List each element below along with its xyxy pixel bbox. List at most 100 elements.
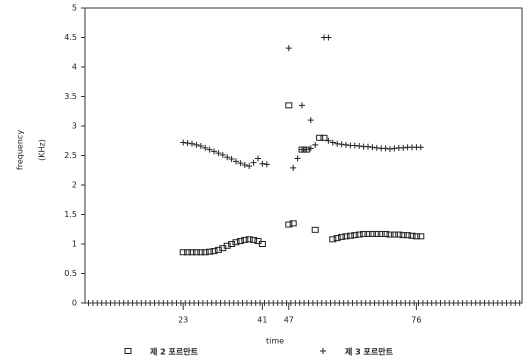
point — [294, 155, 301, 162]
y-tick-label: 2.5 — [64, 151, 77, 160]
x-tick-label: 23 — [178, 316, 188, 325]
point — [285, 221, 293, 228]
point — [193, 141, 200, 148]
point — [316, 134, 324, 141]
x-tick-label: 76 — [411, 316, 421, 325]
point — [250, 159, 257, 166]
point — [285, 102, 293, 109]
x-axis-label: time — [266, 337, 284, 346]
point — [232, 239, 240, 246]
point — [338, 141, 345, 148]
point — [408, 232, 416, 239]
point — [210, 248, 218, 255]
point — [206, 248, 214, 255]
y-tick-label: 4 — [72, 63, 77, 72]
point — [412, 233, 420, 240]
point — [228, 241, 236, 247]
point — [360, 230, 368, 237]
point — [373, 144, 380, 151]
legend-label: 제 3 포르만트 — [345, 347, 394, 357]
point — [307, 145, 314, 152]
y-axis-label: frequency — [16, 130, 25, 170]
point — [245, 236, 253, 243]
point — [329, 236, 337, 243]
point — [343, 141, 349, 148]
y-tick-label: 3.5 — [64, 92, 77, 101]
point — [355, 231, 363, 238]
point — [417, 233, 425, 240]
point — [391, 145, 398, 152]
point — [197, 143, 204, 150]
minor-ticks — [85, 300, 522, 306]
point — [290, 164, 297, 171]
point — [189, 140, 195, 147]
point — [246, 163, 253, 170]
x-tick-label: 41 — [257, 316, 267, 325]
point — [351, 232, 359, 239]
point — [307, 117, 314, 124]
point — [184, 140, 191, 147]
point — [258, 241, 266, 247]
point — [356, 143, 363, 150]
point — [241, 236, 249, 243]
point — [303, 146, 310, 153]
point — [400, 144, 407, 151]
point — [368, 230, 376, 237]
plot-frame — [84, 7, 523, 304]
point — [364, 230, 372, 237]
point — [184, 249, 192, 256]
point — [233, 158, 239, 165]
point — [206, 146, 213, 153]
point — [228, 156, 235, 163]
point — [390, 231, 398, 238]
point — [382, 145, 389, 152]
point — [180, 139, 187, 146]
point — [382, 230, 390, 237]
point — [333, 235, 341, 242]
y-tick-label: 1 — [72, 240, 77, 249]
point — [197, 249, 205, 256]
point — [399, 232, 407, 239]
point — [338, 233, 346, 240]
point — [417, 144, 424, 151]
point — [219, 151, 226, 158]
point — [387, 146, 393, 153]
point — [365, 143, 371, 150]
y-tick-label: 4.5 — [64, 33, 77, 42]
y-tick-label: 5 — [72, 4, 77, 13]
point — [369, 144, 376, 151]
point — [188, 249, 196, 256]
point — [373, 230, 381, 237]
y-tick-label: 0.5 — [64, 269, 77, 278]
point — [250, 236, 258, 243]
point — [223, 242, 231, 249]
y-tick-label: 1.5 — [64, 210, 77, 219]
point — [211, 148, 217, 155]
point — [236, 238, 244, 245]
y-tick-label: 2 — [72, 181, 77, 190]
legend-marker — [320, 348, 326, 354]
y-axis-label: (KHz) — [38, 139, 47, 161]
point — [224, 154, 231, 161]
point — [214, 246, 222, 253]
point — [311, 226, 319, 233]
point — [334, 140, 341, 147]
legend-marker — [124, 348, 132, 354]
point — [192, 249, 200, 256]
legend-label: 제 2 포르만트 — [150, 347, 199, 357]
point — [201, 249, 209, 256]
point — [299, 102, 305, 109]
point — [404, 232, 412, 239]
point — [289, 220, 297, 227]
point — [255, 155, 261, 162]
point — [346, 232, 354, 239]
point — [263, 161, 270, 168]
point — [259, 160, 266, 167]
point — [325, 137, 332, 144]
point — [241, 161, 248, 168]
point — [342, 233, 350, 240]
y-tick-label: 0 — [72, 299, 77, 308]
x-tick-label: 47 — [284, 316, 294, 325]
point — [237, 160, 244, 167]
point — [215, 150, 222, 157]
